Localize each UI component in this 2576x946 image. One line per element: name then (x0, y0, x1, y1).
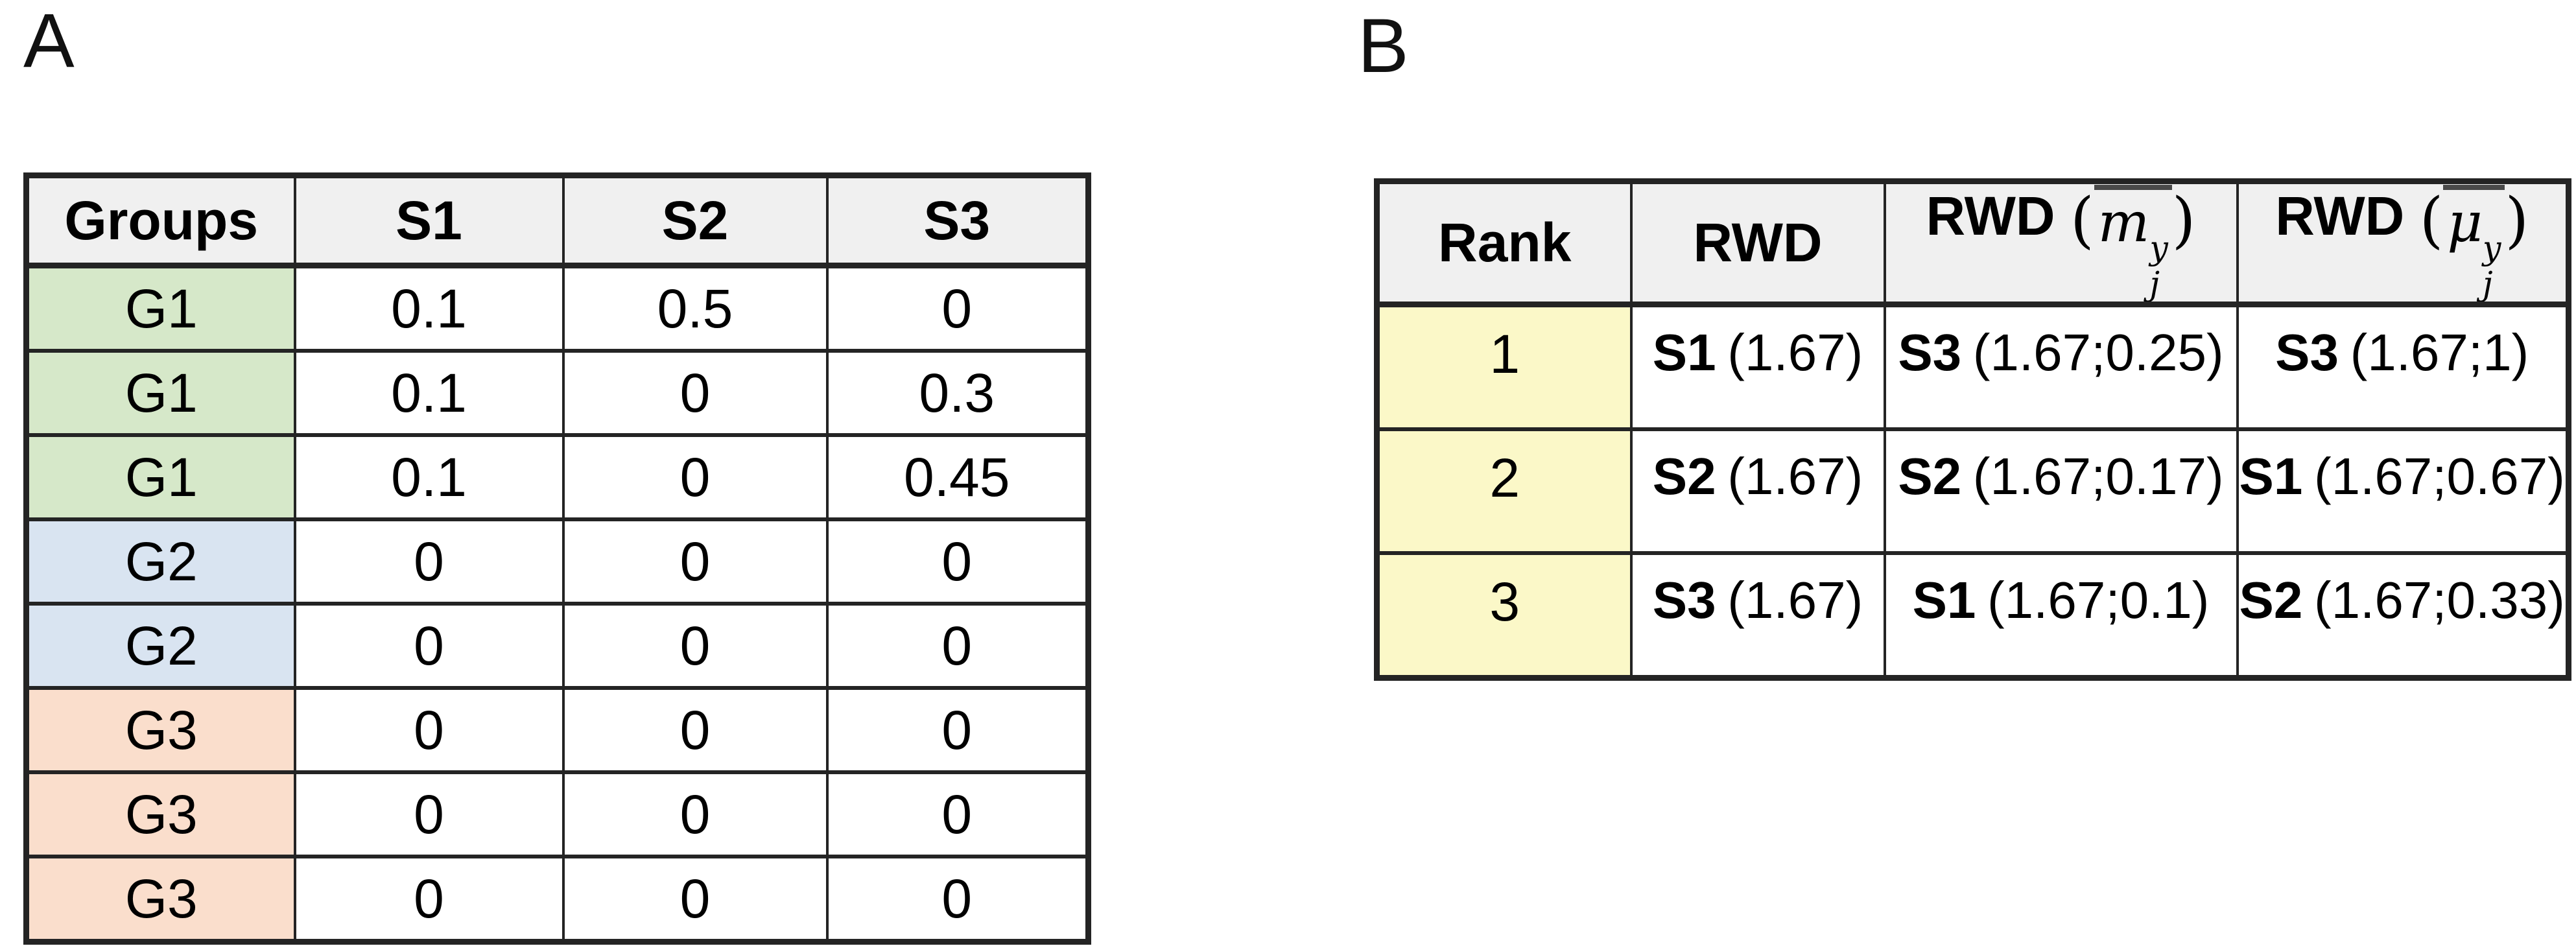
table-a-header-row: Groups S1 S2 S3 (25, 173, 1090, 268)
value-cell: 0 (825, 686, 1090, 774)
series-value: (1.67) (1727, 323, 1863, 381)
math-expression: (μ y j) (2419, 185, 2529, 303)
rank-cell: 3 (1375, 550, 1633, 680)
table-b-header-row: Rank RWD RWD (m y j) RWD (μ y j) (1375, 179, 2570, 307)
group-cell: G3 (25, 855, 296, 944)
value-cell: 0.3 (825, 349, 1090, 437)
table-row: G1 0.1 0 0.3 (25, 349, 1090, 437)
group-cell: G2 (25, 517, 296, 606)
table-a-header-groups: Groups (25, 173, 296, 268)
series-name: S3 (1898, 323, 1962, 381)
table-b-header-rank: Rank (1375, 179, 1633, 307)
series-value: (1.67;0.33) (2313, 571, 2565, 629)
table-b-header-rwd: RWD (1629, 179, 1886, 307)
value-cell: 0 (561, 855, 829, 944)
group-cell: G3 (25, 686, 296, 774)
value-cell: 0.5 (561, 263, 829, 353)
table-row: 3 S3 (1.67) S1 (1.67;0.1) S2 (1.67;0.33) (1375, 550, 2570, 680)
value-cell: 0 (293, 686, 565, 774)
rwd-mu-cell: S1 (1.67;0.67) (2236, 427, 2570, 555)
series-value: (1.67;0.17) (1972, 447, 2224, 505)
table-b-header-rwd-m: RWD (m y j) (1883, 179, 2239, 307)
table-row: 2 S2 (1.67) S2 (1.67;0.17) S1 (1.67;0.67) (1375, 427, 2570, 555)
table-a-header-s1: S1 (293, 173, 565, 268)
series-name: S3 (2275, 323, 2339, 381)
series-value: (1.67;0.25) (1972, 323, 2224, 381)
value-cell: 0.1 (293, 433, 565, 521)
value-cell: 0 (561, 433, 829, 521)
table-b-header-rwd-mu: RWD (μ y j) (2236, 179, 2570, 307)
series-name: S2 (1652, 447, 1716, 505)
group-cell: G1 (25, 433, 296, 521)
series-value: (1.67) (1727, 571, 1863, 629)
value-cell: 0 (561, 770, 829, 858)
series-name: S1 (1652, 323, 1716, 381)
table-row: G3 0 0 0 (25, 855, 1090, 944)
table-row: G2 0 0 0 (25, 602, 1090, 690)
rwd-cell: S1 (1.67) (1629, 302, 1886, 431)
series-name: S1 (1912, 571, 1976, 629)
series-name: S1 (2239, 447, 2303, 505)
series-name: S2 (1898, 447, 1962, 505)
table-row: G2 0 0 0 (25, 517, 1090, 606)
series-value: (1.67;0.1) (1987, 571, 2210, 629)
value-cell: 0.1 (293, 349, 565, 437)
rank-cell: 1 (1375, 302, 1633, 431)
value-cell: 0 (293, 602, 565, 690)
value-cell: 0 (825, 517, 1090, 606)
header-label: RWD (1926, 185, 2055, 246)
series-value: (1.67;0.67) (2313, 447, 2565, 505)
series-value: (1.67;1) (2350, 323, 2529, 381)
rwd-cell: S2 (1.67) (1629, 427, 1886, 555)
table-row: 1 S1 (1.67) S3 (1.67;0.25) S3 (1.67;1) (1375, 302, 2570, 431)
value-cell: 0 (825, 770, 1090, 858)
table-row: G3 0 0 0 (25, 770, 1090, 858)
table-row: G3 0 0 0 (25, 686, 1090, 774)
value-cell: 0 (561, 686, 829, 774)
rwd-mu-cell: S3 (1.67;1) (2236, 302, 2570, 431)
value-cell: 0 (825, 602, 1090, 690)
rank-cell: 2 (1375, 427, 1633, 555)
value-cell: 0 (561, 517, 829, 606)
value-cell: 0 (561, 349, 829, 437)
value-cell: 0 (293, 855, 565, 944)
group-cell: G3 (25, 770, 296, 858)
series-name: S3 (1652, 571, 1716, 629)
value-cell: 0 (293, 517, 565, 606)
panel-a-label: A (23, 0, 75, 84)
value-cell: 0 (561, 602, 829, 690)
group-cell: G1 (25, 349, 296, 437)
panel-a-table: Groups S1 S2 S3 G1 0.1 0.5 0 G1 0.1 0 0.… (23, 172, 1091, 945)
panel-b-label: B (1358, 3, 1409, 89)
value-cell: 0.45 (825, 433, 1090, 521)
group-cell: G1 (25, 263, 296, 353)
series-value: (1.67) (1727, 447, 1863, 505)
value-cell: 0 (825, 855, 1090, 944)
rwd-mu-cell: S2 (1.67;0.33) (2236, 550, 2570, 680)
value-cell: 0 (293, 770, 565, 858)
group-cell: G2 (25, 602, 296, 690)
value-cell: 0.1 (293, 263, 565, 353)
table-row: G1 0.1 0.5 0 (25, 263, 1090, 353)
series-name: S2 (2239, 571, 2303, 629)
rwd-m-cell: S2 (1.67;0.17) (1883, 427, 2239, 555)
rwd-m-cell: S1 (1.67;0.1) (1883, 550, 2239, 680)
header-label: RWD (2275, 185, 2405, 246)
value-cell: 0 (825, 263, 1090, 353)
table-a-header-s2: S2 (561, 173, 829, 268)
table-row: G1 0.1 0 0.45 (25, 433, 1090, 521)
panel-b-table: Rank RWD RWD (m y j) RWD (μ y j) 1 S1 (1.67) … (1374, 178, 2571, 681)
table-a-header-s3: S3 (825, 173, 1090, 268)
math-expression: (m y j) (2070, 185, 2196, 303)
rwd-cell: S3 (1.67) (1629, 550, 1886, 680)
rwd-m-cell: S3 (1.67;0.25) (1883, 302, 2239, 431)
